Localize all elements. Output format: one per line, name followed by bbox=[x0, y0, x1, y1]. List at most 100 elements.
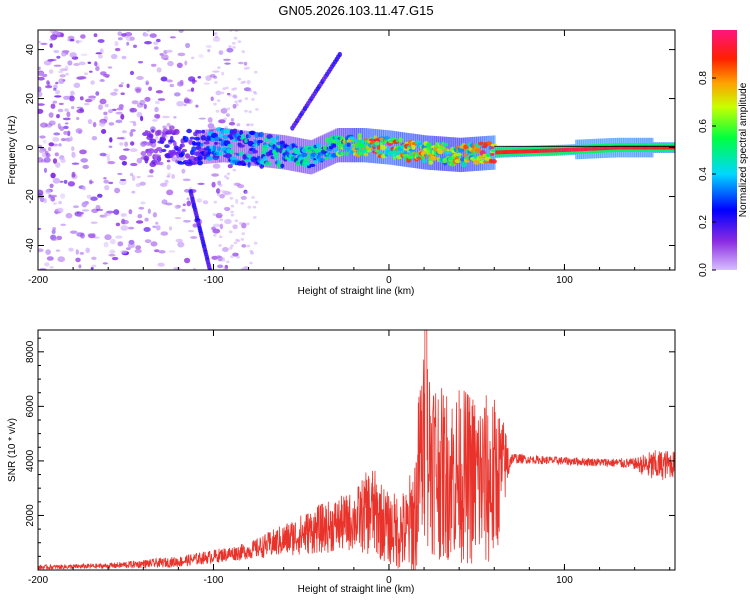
noise-blob bbox=[97, 193, 103, 198]
noise-blob bbox=[244, 190, 249, 194]
noise-blob bbox=[75, 249, 80, 255]
noise-blob bbox=[129, 70, 135, 76]
ridge-blob bbox=[442, 157, 448, 164]
ridge-blob bbox=[398, 137, 403, 143]
noise-blob bbox=[232, 252, 239, 257]
ridge-blob bbox=[426, 142, 432, 147]
ridge-blob bbox=[203, 141, 210, 145]
colorbar-tick-label: 0.4 bbox=[698, 167, 709, 181]
ridge-halo bbox=[233, 129, 237, 164]
y-tick-label: -40 bbox=[25, 238, 36, 253]
noise-blob bbox=[58, 78, 65, 85]
ridge-peak bbox=[547, 148, 550, 153]
streak-blob bbox=[337, 51, 342, 58]
noise-blob bbox=[80, 232, 85, 239]
ridge-blob bbox=[242, 163, 247, 166]
y-tick-label: -20 bbox=[25, 189, 36, 204]
noise-blob bbox=[150, 63, 157, 67]
ridge-blob bbox=[456, 152, 463, 157]
ridge-peak bbox=[495, 150, 498, 155]
noise-blob bbox=[171, 174, 176, 179]
noise-blob bbox=[79, 252, 85, 255]
ridge-peak bbox=[580, 147, 583, 152]
ridge-peak bbox=[640, 145, 643, 150]
noise-blob bbox=[48, 120, 56, 126]
ridge-blob bbox=[169, 151, 177, 156]
noise-blob bbox=[176, 62, 183, 68]
ridge-peak bbox=[588, 146, 591, 151]
noise-blob bbox=[157, 262, 165, 267]
ridge-peak bbox=[536, 149, 539, 153]
ridge-peak bbox=[666, 145, 669, 150]
noise-blob bbox=[73, 82, 81, 89]
noise-blob bbox=[155, 136, 159, 140]
noise-blob bbox=[69, 95, 75, 102]
noise-blob bbox=[240, 238, 245, 241]
noise-blob bbox=[53, 49, 60, 54]
noise-blob bbox=[106, 156, 111, 162]
noise-blob bbox=[45, 249, 51, 255]
noise-blob bbox=[62, 117, 71, 121]
colorbar-tick-label: 0.6 bbox=[698, 119, 709, 133]
noise-blob bbox=[153, 41, 159, 45]
noise-blob bbox=[117, 31, 123, 36]
noise-blob bbox=[156, 225, 161, 231]
noise-blob bbox=[64, 122, 69, 125]
ridge-blob bbox=[376, 145, 381, 150]
noise-blob bbox=[60, 193, 66, 199]
noise-blobs bbox=[38, 30, 259, 270]
noise-blob bbox=[207, 117, 213, 123]
noise-blob bbox=[184, 257, 191, 264]
ridge-halo bbox=[219, 128, 222, 163]
noise-blob bbox=[131, 175, 136, 182]
noise-blob bbox=[228, 230, 233, 234]
noise-blob bbox=[230, 255, 234, 258]
ridge-blob bbox=[151, 129, 155, 133]
ridge-peak bbox=[637, 145, 640, 150]
y-tick-label: 8000 bbox=[25, 340, 36, 363]
noise-blob bbox=[98, 122, 106, 127]
noise-blob bbox=[136, 103, 144, 108]
ridge-blob bbox=[259, 131, 264, 138]
ridge-blob bbox=[275, 135, 280, 140]
noise-blob bbox=[50, 196, 56, 202]
noise-blob bbox=[244, 97, 249, 100]
noise-blob bbox=[120, 213, 127, 217]
ridge-peak bbox=[634, 145, 637, 150]
ridge-peak bbox=[579, 147, 582, 152]
ridge-blob bbox=[195, 130, 203, 134]
ridge-blob bbox=[238, 151, 244, 157]
noise-blob bbox=[190, 87, 195, 92]
noise-blob bbox=[143, 103, 147, 110]
noise-blob bbox=[214, 35, 219, 39]
ridge-blob bbox=[199, 142, 204, 147]
noise-blob bbox=[174, 92, 181, 97]
ridge-halo bbox=[259, 132, 262, 167]
noise-blob bbox=[118, 84, 124, 88]
noise-blob bbox=[212, 126, 216, 129]
noise-blob bbox=[104, 185, 110, 191]
noise-blob bbox=[82, 164, 89, 169]
noise-blob bbox=[211, 173, 220, 177]
noise-blob bbox=[160, 182, 168, 187]
ridge-blob bbox=[482, 160, 490, 164]
noise-blob bbox=[49, 194, 58, 198]
noise-blob bbox=[214, 81, 218, 84]
ridge-blob bbox=[180, 143, 185, 148]
noise-blob bbox=[138, 61, 143, 64]
ridge-blob bbox=[273, 153, 279, 160]
ridge-peak bbox=[582, 147, 585, 152]
noise-blob bbox=[124, 32, 133, 37]
ridge-peak bbox=[587, 147, 590, 151]
noise-blob bbox=[103, 179, 109, 184]
ridge-blob bbox=[168, 139, 175, 143]
ridge-peak bbox=[656, 145, 659, 150]
noise-blob bbox=[191, 78, 196, 84]
noise-blob bbox=[40, 122, 48, 128]
ridge-halo bbox=[450, 137, 454, 172]
ridge-halo bbox=[442, 136, 446, 171]
noise-blob bbox=[99, 98, 107, 105]
noise-blob bbox=[230, 118, 235, 122]
noise-blob bbox=[224, 218, 232, 225]
ridge-peak bbox=[639, 145, 642, 150]
